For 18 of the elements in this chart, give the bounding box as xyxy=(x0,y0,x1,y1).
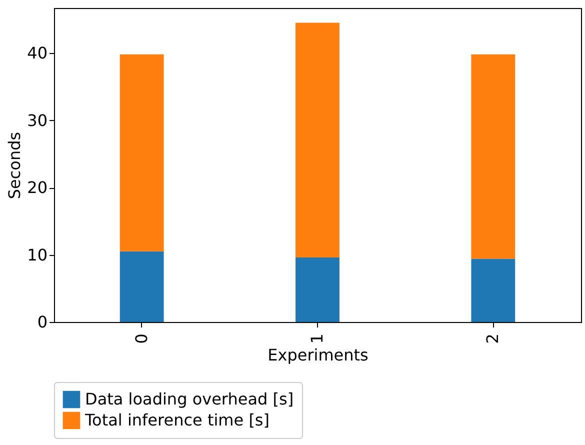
legend-label: Data loading overhead [s] xyxy=(85,390,294,408)
bar xyxy=(296,257,340,322)
bar xyxy=(471,54,516,259)
x-tick-label: 0 xyxy=(132,334,151,344)
bar xyxy=(120,251,164,322)
y-tick-label: 20 xyxy=(27,178,48,198)
bar xyxy=(471,258,516,322)
y-tick-label: 40 xyxy=(27,44,48,63)
x-tick-label: 2 xyxy=(483,334,502,344)
legend-label: Total inference time [s] xyxy=(84,410,270,430)
x-axis-title: Experiments xyxy=(268,346,368,365)
y-tick-label: 30 xyxy=(27,110,48,130)
x-tick-label: 1 xyxy=(308,334,326,344)
y-tick-label: 10 xyxy=(27,245,48,264)
bar xyxy=(296,22,340,258)
y-tick-label: 0 xyxy=(37,312,48,332)
bar xyxy=(120,54,164,252)
y-axis-title: Seconds xyxy=(5,132,24,200)
